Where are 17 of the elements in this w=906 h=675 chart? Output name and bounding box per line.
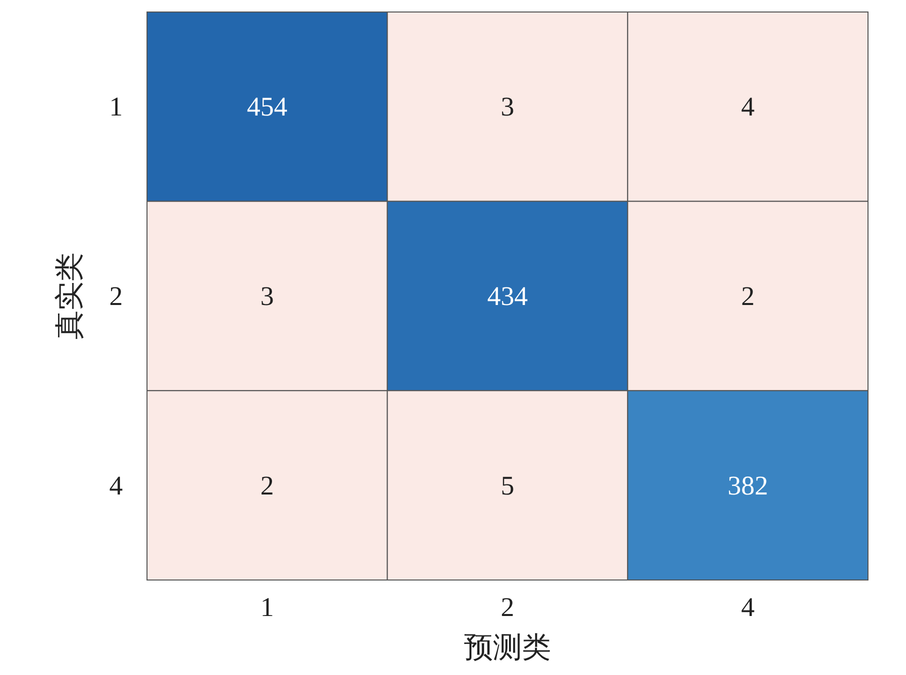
x-axis-title: 预测类 bbox=[464, 632, 551, 664]
data-label: 434 bbox=[487, 281, 528, 311]
x-tick-label: 1 bbox=[260, 592, 274, 622]
y-tick-label: 4 bbox=[109, 470, 124, 500]
data-label: 5 bbox=[500, 470, 514, 500]
y-tick-label: 1 bbox=[109, 92, 123, 122]
data-label: 382 bbox=[728, 470, 768, 500]
data-label: 2 bbox=[260, 470, 274, 500]
data-label: 454 bbox=[246, 92, 288, 122]
x-tick-label: 2 bbox=[500, 592, 514, 622]
y-axis-title: 真实类 bbox=[54, 252, 86, 340]
data-label: 3 bbox=[260, 281, 274, 311]
x-tick-label: 4 bbox=[741, 592, 756, 622]
y-tick-label: 2 bbox=[109, 281, 123, 311]
data-label: 3 bbox=[500, 92, 514, 122]
data-label: 4 bbox=[741, 92, 756, 122]
data-label: 2 bbox=[741, 281, 755, 311]
